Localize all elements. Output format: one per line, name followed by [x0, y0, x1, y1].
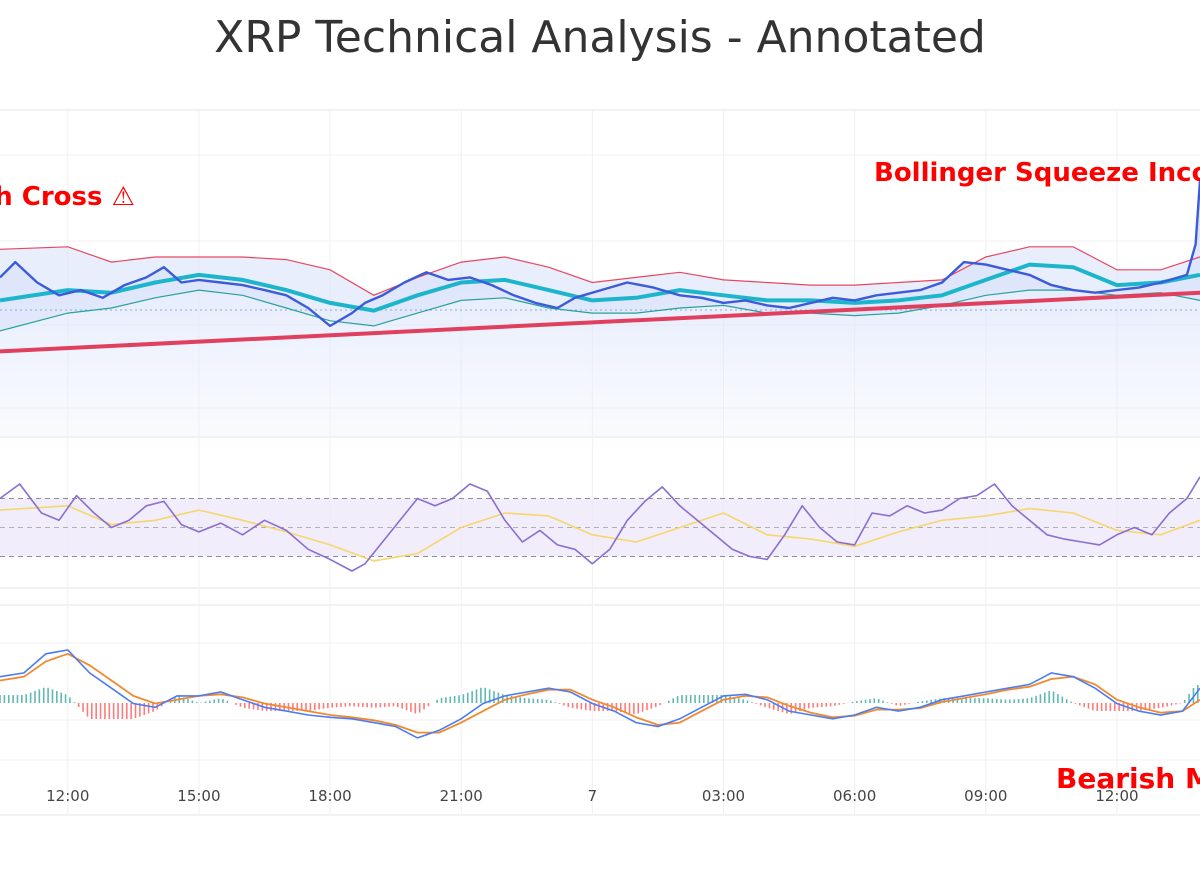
- x-tick-label: 09:00: [964, 787, 1007, 805]
- x-tick-label: 7: [588, 787, 598, 805]
- annotation-death-cross: Death Cross ⚠: [0, 182, 135, 212]
- annotation-bearish-macd: Bearish MACD: [1056, 762, 1200, 795]
- sma20-line: [0, 262, 1200, 313]
- x-tick-label: 18:00: [308, 787, 351, 805]
- macd-line: [0, 649, 1200, 739]
- chart-title: XRP Technical Analysis - Annotated: [214, 12, 986, 63]
- sma200-line: [0, 290, 1200, 354]
- x-tick-label: 12:00: [46, 787, 89, 805]
- price-line: [0, 180, 1200, 328]
- grid-lines: [0, 110, 1200, 815]
- annotation-bollinger-squeeze: Bollinger Squeeze Incoming: [874, 158, 1200, 188]
- bollinger-upper-line: [0, 246, 1200, 296]
- rsi-line: [0, 476, 1200, 572]
- x-tick-label: 03:00: [702, 787, 745, 805]
- x-tick-label: 06:00: [833, 787, 876, 805]
- macd-signal-line: [0, 652, 1200, 734]
- rsi-signal-line: [0, 504, 1200, 562]
- x-tick-label: 21:00: [440, 787, 483, 805]
- x-tick-label: 15:00: [177, 787, 220, 805]
- x-tick-label: 12:00: [1095, 787, 1138, 805]
- bollinger-lower-line: [0, 289, 1200, 332]
